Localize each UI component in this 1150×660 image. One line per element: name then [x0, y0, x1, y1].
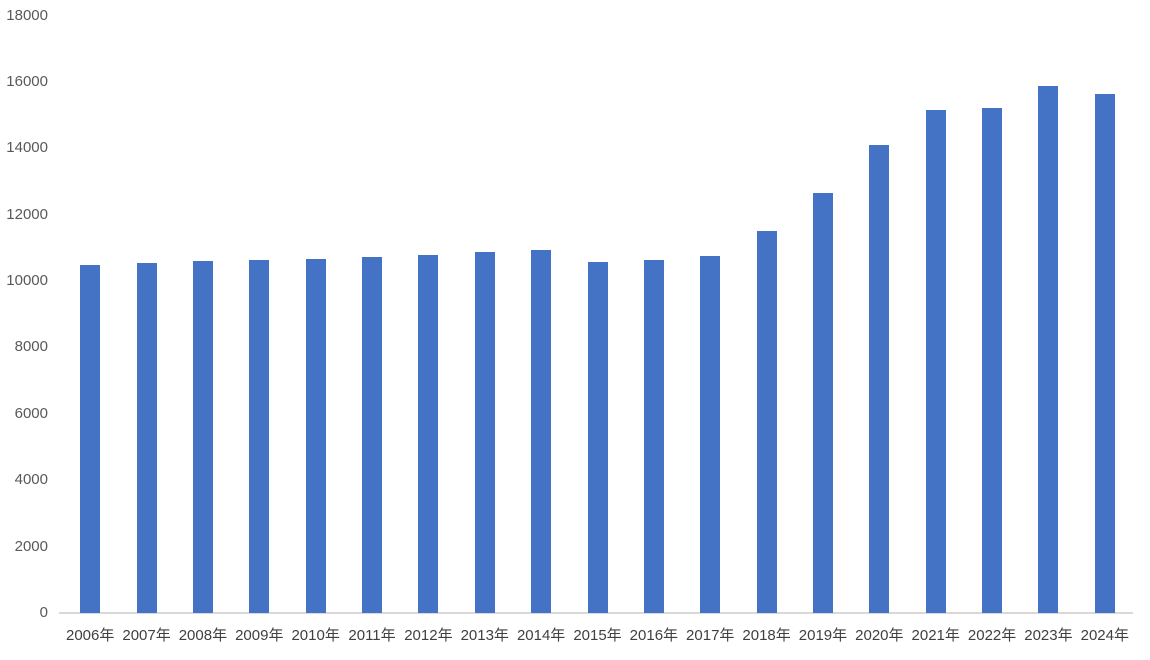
bar-2022年 [982, 108, 1003, 613]
bar-2023年 [1038, 85, 1059, 613]
bar-2008年 [192, 261, 213, 613]
bar-2018年 [756, 230, 777, 613]
y-axis-tick-label: 12000 [6, 205, 48, 223]
bar-2012年 [418, 254, 439, 613]
x-axis-tick-label: 2023年 [1024, 627, 1073, 644]
x-axis-tick-label: 2011年 [348, 627, 396, 644]
x-axis-tick-label: 2018年 [742, 627, 791, 644]
x-axis-tick-label: 2013年 [460, 627, 509, 644]
bar-2019年 [812, 192, 833, 613]
bar-2007年 [136, 262, 157, 613]
bar-2021年 [925, 110, 946, 613]
y-axis-tick-label: 14000 [6, 139, 48, 157]
x-axis-tick-label: 2012年 [404, 627, 453, 644]
x-axis-tick-label: 2007年 [122, 627, 171, 644]
x-axis-tick-label: 2024年 [1080, 627, 1129, 644]
y-axis-tick-label: 8000 [14, 338, 48, 356]
x-axis-tick-label: 2016年 [629, 627, 679, 644]
bar-2020年 [869, 144, 890, 613]
bar-2016年 [643, 259, 664, 613]
x-axis-tick-label: 2015年 [573, 627, 622, 644]
x-axis-tick-label: 2017年 [686, 627, 735, 644]
bar-2009年 [249, 259, 270, 613]
x-axis-tick-label: 2014年 [516, 627, 566, 644]
bar-2010年 [305, 259, 326, 613]
x-axis-tick-label: 2010年 [291, 627, 340, 644]
bar-2011年 [362, 257, 383, 613]
bar-2006年 [80, 265, 101, 613]
bar-2015年 [587, 262, 608, 613]
y-axis-tick-label: 16000 [6, 72, 48, 90]
bar-2017年 [700, 255, 721, 613]
y-axis-tick-label: 6000 [14, 404, 48, 422]
x-axis-tick-label: 2006年 [65, 627, 115, 644]
y-axis-tick-label: 0 [39, 604, 48, 621]
x-axis-line [59, 612, 1133, 614]
x-axis-tick-label: 2022年 [967, 627, 1017, 644]
bar-2013年 [474, 252, 495, 613]
y-axis-tick-label: 18000 [6, 6, 48, 24]
bar-2014年 [531, 249, 552, 613]
y-axis-tick-label: 2000 [14, 537, 48, 555]
bar-2024年 [1094, 93, 1115, 613]
x-axis-tick-label: 2009年 [235, 627, 284, 644]
x-axis-tick-label: 2021年 [911, 627, 960, 644]
x-axis-tick-label: 2008年 [178, 627, 228, 644]
x-axis-tick-label: 2020年 [855, 627, 904, 644]
y-axis-tick-label: 10000 [6, 272, 48, 290]
y-axis-tick-label: 4000 [14, 471, 48, 489]
x-axis-tick-label: 2019年 [798, 627, 848, 644]
